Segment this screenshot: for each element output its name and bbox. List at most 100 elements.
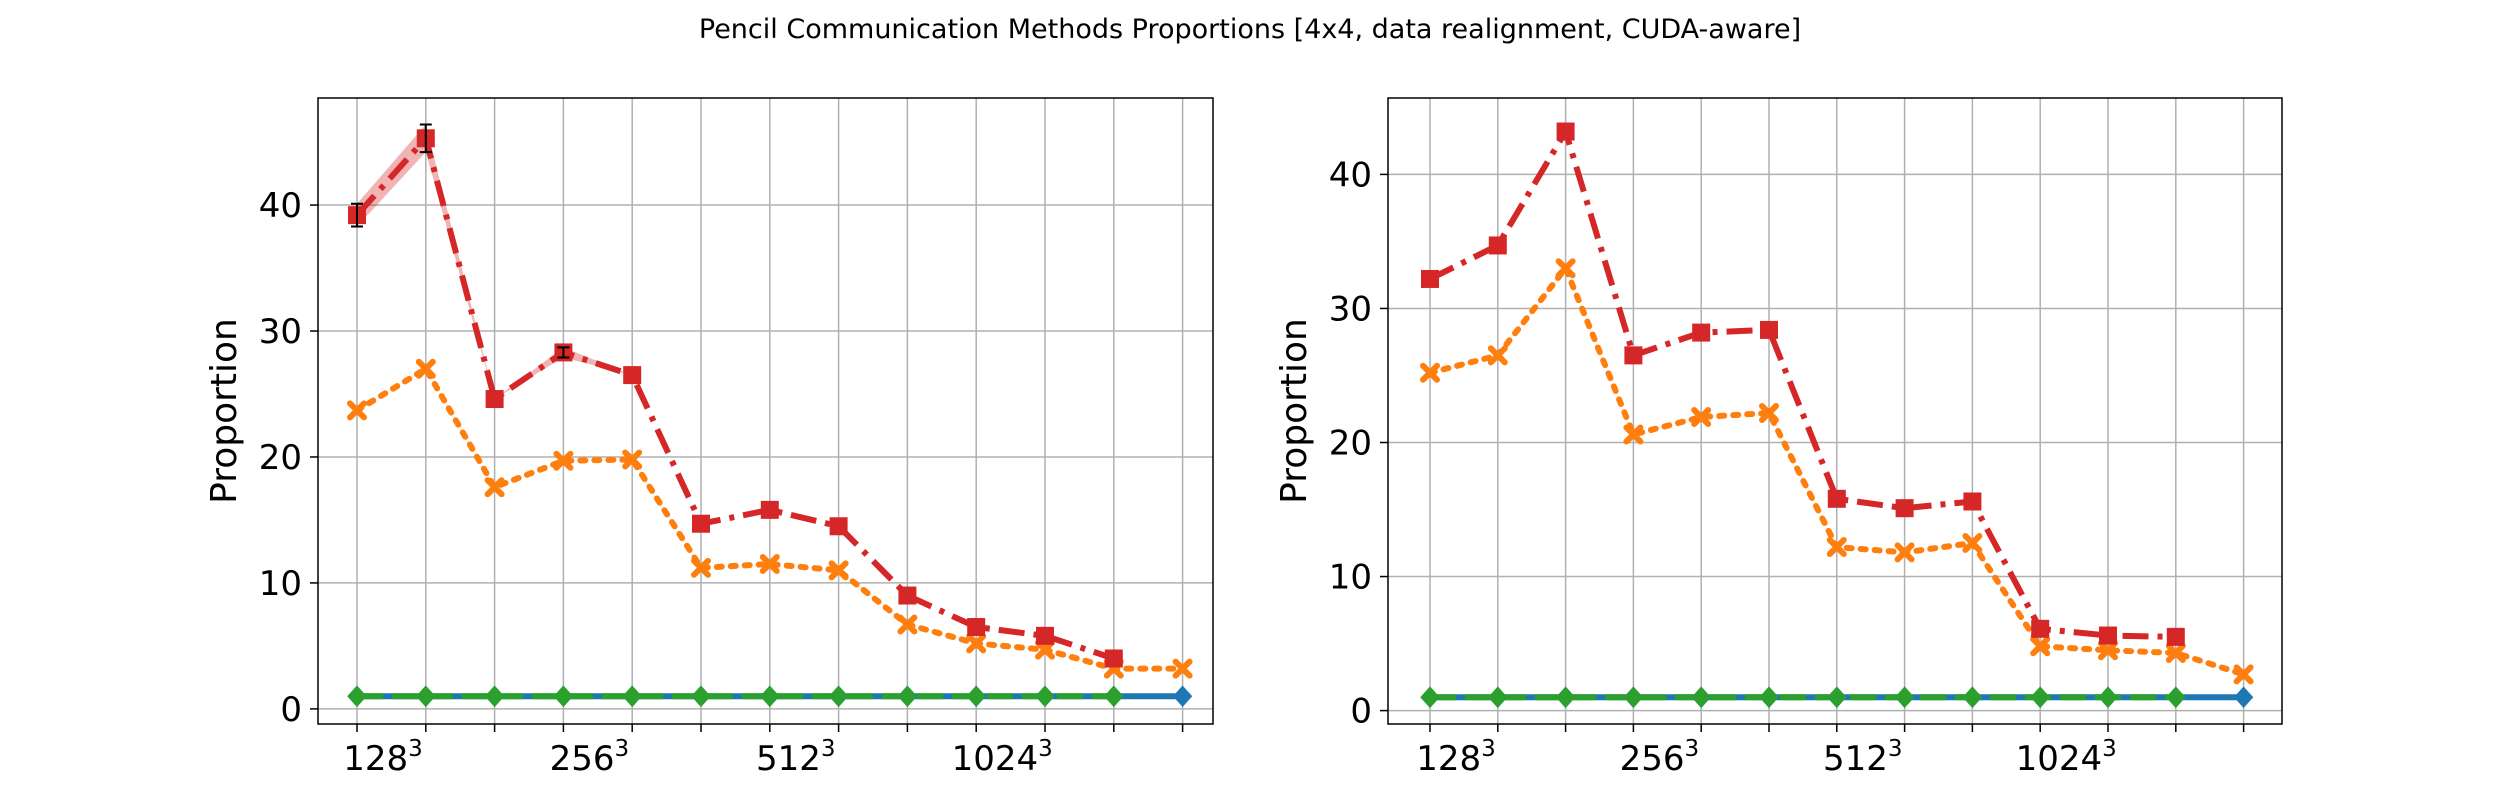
error-band xyxy=(1430,131,2176,637)
data-point xyxy=(1624,346,1643,365)
data-point xyxy=(347,400,367,421)
data-point xyxy=(623,366,642,385)
x-tick-label: 2563 xyxy=(1620,736,1700,779)
y-tick-label: 0 xyxy=(1350,692,1372,732)
data-point xyxy=(760,685,780,708)
data-point xyxy=(2165,642,2186,663)
data-point xyxy=(1827,686,1847,708)
data-point xyxy=(347,685,367,708)
data-point xyxy=(692,514,710,533)
data-point xyxy=(1894,686,1915,708)
data-point xyxy=(828,560,849,581)
data-point xyxy=(1421,269,1439,288)
y-tick-label: 0 xyxy=(280,690,302,730)
error-bar xyxy=(419,123,432,154)
series-red xyxy=(348,123,1123,668)
data-point xyxy=(416,685,436,708)
data-point xyxy=(967,618,986,637)
data-point xyxy=(1555,258,1576,279)
data-point xyxy=(897,614,918,635)
data-point xyxy=(898,586,917,605)
y-tick-label: 10 xyxy=(1329,558,1372,598)
data-point xyxy=(1962,533,1983,554)
data-point xyxy=(1488,686,1508,708)
data-point xyxy=(622,685,642,708)
series-line xyxy=(354,135,1115,662)
y-tick-label: 20 xyxy=(259,438,302,478)
x-tick-label: 10243 xyxy=(2016,736,2117,779)
error-bar xyxy=(351,202,363,228)
data-point xyxy=(484,685,505,708)
right-subplot: 0 10 20 30 40 1283 2563 5123 10243 Proportion xyxy=(1274,97,2283,779)
x-tick-label: 10243 xyxy=(952,736,1053,779)
data-point xyxy=(1487,345,1508,366)
data-point xyxy=(1172,658,1193,679)
x-tick-label: 5123 xyxy=(1823,736,1903,779)
y-tick-label: 40 xyxy=(259,186,302,226)
series-orange xyxy=(1420,258,2254,685)
data-point xyxy=(2233,686,2254,708)
data-point xyxy=(1759,403,1779,424)
data-point xyxy=(1104,649,1123,668)
data-point xyxy=(966,633,987,654)
data-point xyxy=(2030,686,2050,708)
data-point xyxy=(484,477,505,498)
x-tick-label: 1283 xyxy=(343,736,423,779)
data-point xyxy=(1691,407,1712,428)
data-point xyxy=(1623,424,1644,445)
data-point xyxy=(691,685,711,708)
data-point xyxy=(1036,626,1054,645)
data-point xyxy=(1035,685,1055,708)
error-bar xyxy=(557,346,570,359)
series-green xyxy=(347,685,1124,708)
data-point xyxy=(1035,639,1055,660)
data-point xyxy=(1691,686,1711,708)
data-point xyxy=(415,358,436,379)
data-point xyxy=(485,390,504,409)
data-point xyxy=(2233,664,2254,685)
data-point xyxy=(2098,686,2118,708)
data-point xyxy=(1894,542,1915,563)
series-red xyxy=(1421,122,2185,646)
data-point xyxy=(829,517,848,536)
data-point xyxy=(691,557,711,578)
data-point xyxy=(1759,686,1779,708)
data-point xyxy=(828,685,849,708)
plot-frame xyxy=(317,97,1214,725)
data-point xyxy=(1104,685,1124,708)
x-tick-label: 5123 xyxy=(756,736,836,779)
data-point xyxy=(622,449,643,470)
y-tick-label: 30 xyxy=(259,312,302,352)
data-point xyxy=(966,685,986,708)
data-point xyxy=(1420,362,1440,383)
data-point xyxy=(2166,627,2185,646)
y-tick-label: 20 xyxy=(1329,424,1372,464)
series-green xyxy=(1420,686,2186,708)
y-axis-label: Proportion xyxy=(204,318,245,504)
left-subplot: 0 10 20 30 40 1283 2563 5123 10243 Proportion xyxy=(204,97,1214,779)
y-tick-label: 10 xyxy=(259,564,302,604)
data-point xyxy=(1488,236,1507,255)
series-line xyxy=(1428,128,2176,640)
data-point xyxy=(897,685,918,708)
figure-title: Pencil Communication Methods Proportions… xyxy=(698,14,1802,45)
data-point xyxy=(2031,619,2050,638)
data-point xyxy=(1692,323,1711,342)
data-point xyxy=(1895,499,1914,518)
x-tick-label: 1283 xyxy=(1416,736,1496,779)
plot-frame xyxy=(1387,97,2283,725)
data-point xyxy=(760,500,779,519)
data-point xyxy=(1555,686,1576,708)
data-point xyxy=(553,685,574,708)
data-point xyxy=(1556,122,1575,141)
data-point xyxy=(2030,636,2051,657)
data-point xyxy=(1962,686,1983,708)
data-point xyxy=(553,450,574,471)
data-point xyxy=(2166,686,2186,708)
x-tick-label: 2563 xyxy=(550,736,630,779)
data-point xyxy=(1827,489,1846,508)
data-point xyxy=(1963,492,1982,511)
y-tick-label: 30 xyxy=(1329,289,1372,329)
data-point xyxy=(1420,686,1440,708)
